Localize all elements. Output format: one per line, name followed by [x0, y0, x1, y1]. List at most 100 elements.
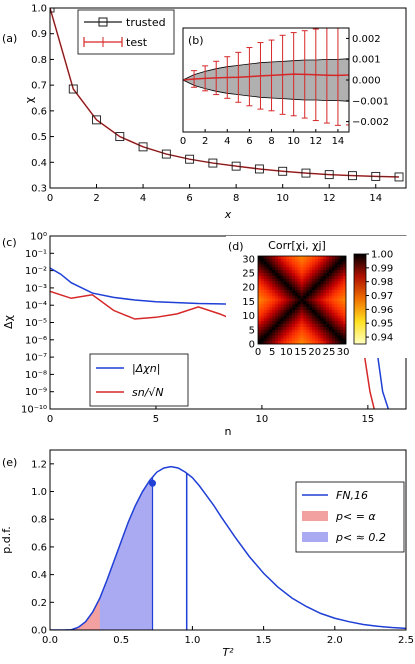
a-xtick-label: 0 [47, 193, 53, 204]
d-cell [306, 312, 310, 316]
d-cell [309, 287, 313, 291]
d-cell [280, 335, 284, 339]
panel-d-colorbar [353, 253, 367, 345]
d-cell [277, 307, 282, 311]
d-cell [337, 307, 341, 311]
d-cell [266, 284, 270, 288]
d-cell [328, 270, 333, 274]
b-line [183, 73, 349, 81]
d-cell [286, 290, 290, 294]
d-cell [326, 329, 330, 333]
d-cell [306, 298, 310, 302]
d-cell [272, 321, 276, 325]
d-cell [283, 335, 287, 339]
d-cell [260, 264, 264, 268]
d-cell [343, 324, 347, 328]
d-xtick-label: 25 [323, 347, 336, 358]
d-cell [292, 267, 296, 271]
d-cell [334, 326, 338, 331]
d-cell [289, 329, 293, 333]
d-cell [323, 315, 327, 319]
d-cell [323, 304, 327, 308]
legend-delta-label: |Δχn| [132, 362, 160, 375]
d-cell [286, 321, 290, 325]
e-marker-point [149, 479, 157, 487]
d-cell [297, 270, 301, 274]
d-cell [289, 287, 293, 291]
d-cell [309, 270, 313, 274]
d-cell [263, 275, 267, 280]
d-frame [257, 255, 347, 345]
d-cell [334, 261, 338, 265]
d-cell [280, 284, 284, 288]
d-cell [266, 292, 270, 297]
d-cell [306, 301, 310, 305]
d-cell [280, 329, 284, 333]
d-cell [272, 309, 276, 314]
d-cell [292, 287, 296, 291]
d-cell [300, 290, 304, 294]
d-cell [263, 278, 267, 282]
d-cell [337, 258, 341, 262]
d-cell [275, 304, 279, 308]
d-cell [343, 275, 347, 280]
d-cell [269, 267, 273, 271]
d-cell [275, 278, 279, 282]
d-cell [275, 281, 279, 285]
d-cell [269, 284, 273, 288]
d-cell [343, 309, 347, 314]
d-cell [343, 273, 347, 277]
d-cell [331, 324, 335, 328]
d-cell [326, 315, 330, 319]
d-cell [280, 321, 284, 325]
d-cell [323, 332, 327, 336]
d-cell [272, 290, 276, 294]
d-cell [269, 273, 273, 277]
d-cell [343, 321, 347, 325]
d-cell [297, 321, 301, 325]
d-cell [328, 275, 333, 280]
d-cell [300, 267, 304, 271]
d-cell [297, 295, 301, 299]
d-cell [289, 307, 293, 311]
d-cell [286, 284, 290, 288]
d-cell [320, 275, 324, 280]
d-cell [286, 298, 290, 302]
d-cell [283, 307, 287, 311]
d-cell [283, 301, 287, 305]
b-band [183, 58, 349, 102]
d-cb-tick-label: 1.00 [371, 250, 393, 261]
d-cell [283, 290, 287, 294]
d-cell [294, 321, 299, 325]
d-cell [292, 301, 296, 305]
d-cell [340, 332, 344, 336]
d-cell [272, 318, 276, 322]
d-cell [260, 332, 264, 336]
d-cell [286, 326, 290, 331]
d-cell [277, 256, 282, 260]
d-cell [275, 338, 279, 342]
d-cell [320, 290, 324, 294]
d-cell [343, 258, 347, 262]
d-cell [292, 321, 296, 325]
d-cell [269, 287, 273, 291]
d-cell [323, 287, 327, 291]
d-cell [340, 267, 344, 271]
d-cell [275, 287, 279, 291]
d-cell [272, 312, 276, 316]
d-cell [320, 341, 324, 345]
d-cell [297, 267, 301, 271]
d-cell [314, 292, 318, 297]
d-cell [269, 281, 273, 285]
d-cell [300, 315, 304, 319]
d-cell [328, 287, 333, 291]
d-cell [323, 298, 327, 302]
d-cell [260, 301, 264, 305]
d-cell [303, 261, 307, 265]
d-cell [269, 309, 273, 314]
d-cell [331, 301, 335, 305]
a-ytick-label: 0.5 [31, 132, 47, 143]
d-cell [260, 338, 264, 342]
d-cell [328, 318, 333, 322]
e-ytick-label: 0.4 [31, 570, 47, 581]
